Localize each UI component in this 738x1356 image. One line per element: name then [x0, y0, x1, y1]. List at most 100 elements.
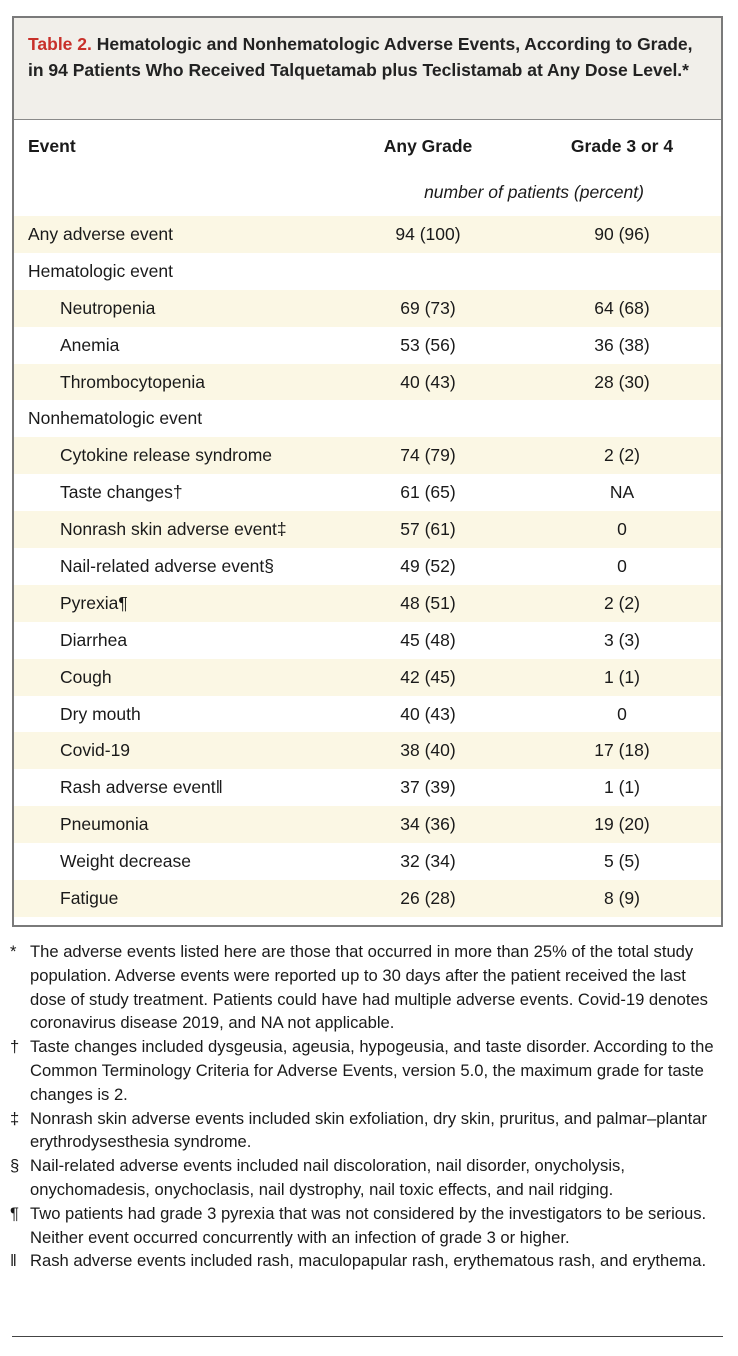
footnote-text: Rash adverse events included rash, macul… [30, 1251, 707, 1271]
cell-any-grade: 26 (28) [400, 888, 456, 909]
table-row: Nonrash skin adverse event‡ 57 (61) 0 [14, 511, 721, 549]
cell-event: Neutropenia [60, 297, 156, 318]
cell-event: Hematologic event [28, 260, 173, 281]
cell-event: Rash adverse event‖ [60, 777, 223, 798]
cell-grade-3-or-4: 1 (1) [604, 777, 640, 798]
cell-any-grade: 45 (48) [400, 629, 456, 650]
adverse-events-table: Table 2. Hematologic and Nonhematologic … [12, 16, 723, 927]
cell-any-grade: 32 (34) [400, 851, 456, 872]
cell-any-grade: 74 (79) [400, 445, 456, 466]
cell-event: Diarrhea [60, 629, 128, 650]
cell-grade-3-or-4: NA [609, 482, 635, 503]
footnote-symbol: ‖ [10, 1251, 17, 1271]
cell-grade-3-or-4: 0 [617, 519, 627, 540]
table-row: Pyrexia¶ 48 (51) 2 (2) [14, 584, 721, 622]
table-row: Nonhematologic event [14, 400, 721, 437]
cell-any-grade: 94 (100) [395, 224, 461, 244]
cell-any-grade: 34 (36) [400, 814, 456, 835]
cell-grade-3-or-4: 36 (38) [594, 334, 650, 355]
footnote-symbol: * [10, 942, 17, 961]
cell-any-grade: 61 (65) [400, 482, 456, 503]
cell-event: Nail-related adverse event§ [60, 556, 275, 577]
table-row: Dry mouth 40 (43) 0 [14, 696, 721, 733]
cell-grade-3-or-4: 1 (1) [604, 666, 640, 687]
cell-event: Pyrexia¶ [60, 592, 128, 613]
table-row: Covid-19 38 (40) 17 (18) [14, 732, 721, 770]
cell-event: Thrombocytopenia [60, 371, 205, 392]
cell-any-grade: 42 (45) [400, 666, 456, 687]
cell-any-grade: 38 (40) [400, 740, 456, 761]
table-title: Hematologic and Nonhematologic Adverse E… [28, 34, 693, 80]
cell-event: Dry mouth [60, 703, 141, 724]
footnote-symbol: † [10, 1037, 20, 1057]
table-row: Nail-related adverse event§ 49 (52) 0 [14, 548, 721, 585]
header-unit: number of patients (percent) [424, 182, 644, 202]
cell-grade-3-or-4: 90 (96) [594, 224, 650, 244]
footnote-symbol: ‡ [10, 1108, 20, 1128]
cell-event: Covid-19 [60, 740, 131, 761]
bottom-rule [12, 1336, 723, 1337]
cell-any-grade: 40 (43) [400, 371, 456, 392]
footnote-text: Taste changes included dysgeusia, ageusi… [30, 1037, 714, 1104]
footnote-symbol: § [10, 1156, 20, 1176]
header-event: Event [28, 136, 76, 156]
table-row: Cough 42 (45) 1 (1) [14, 658, 721, 696]
table-caption: Table 2. Hematologic and Nonhematologic … [14, 18, 721, 120]
table-row: Thrombocytopenia 40 (43) 28 (30) [14, 363, 721, 401]
footnote-text: Nonrash skin adverse events included ski… [30, 1108, 708, 1152]
cell-grade-3-or-4: 2 (2) [604, 592, 640, 613]
footnote-symbol: ¶ [10, 1203, 19, 1223]
table-row: Fatigue 26 (28) 8 (9) [14, 880, 721, 917]
cell-event: Cough [60, 666, 112, 687]
table-body: Any adverse event 94 (100) 90 (96) Hematolo… [14, 216, 721, 917]
cell-grade-3-or-4: 3 (3) [604, 629, 640, 650]
table-row: Pneumonia 34 (36) 19 (20) [14, 806, 721, 844]
table-row: Any adverse event 94 (100) 90 (96) [14, 216, 721, 253]
cell-event: Fatigue [60, 888, 119, 909]
footnote: * The adverse events listed here are thos… [10, 940, 725, 1035]
cell-event: Pneumonia [60, 814, 149, 835]
table-label: Table 2. [28, 34, 92, 54]
footnote: † Taste changes included dysgeusia, ageus… [10, 1035, 725, 1106]
cell-any-grade: 57 (61) [400, 519, 456, 540]
cell-grade-3-or-4: 0 [617, 703, 627, 724]
footnote: ‖ Rash adverse events included rash, macu… [10, 1249, 725, 1273]
cell-grade-3-or-4: 17 (18) [594, 740, 650, 761]
cell-event: Anemia [60, 334, 120, 355]
cell-any-grade: 53 (56) [400, 334, 456, 355]
table-row: Anemia 53 (56) 36 (38) [14, 327, 721, 364]
cell-event: Nonrash skin adverse event‡ [60, 519, 287, 540]
cell-any-grade: 37 (39) [400, 777, 456, 798]
footnote-text: Nail-related adverse events included nai… [30, 1156, 625, 1199]
cell-grade-3-or-4: 2 (2) [604, 445, 640, 466]
cell-event: Weight decrease [60, 851, 192, 872]
cell-grade-3-or-4: 8 (9) [604, 888, 640, 909]
table-row: Rash adverse event‖ 37 (39) 1 (1) [14, 769, 721, 806]
cell-event: Taste changes† [60, 482, 183, 503]
cell-any-grade: 49 (52) [400, 556, 456, 577]
table-row: Neutropenia 69 (73) 64 (68) [14, 289, 721, 327]
cell-any-grade: 69 (73) [400, 297, 456, 318]
cell-grade-3-or-4: 64 (68) [594, 297, 650, 318]
cell-event: Any adverse event [28, 224, 173, 244]
footnote-text: The adverse events listed here are those… [30, 942, 708, 1033]
table-header: Event Any Grade Grade 3 or 4 number of p… [14, 120, 721, 216]
table-row: Diarrhea 45 (48) 3 (3) [14, 622, 721, 659]
cell-event: Cytokine release syndrome [60, 445, 273, 466]
cell-grade-3-or-4: 28 (30) [594, 371, 650, 392]
footnotes: * The adverse events listed here are thos… [10, 940, 725, 1273]
table-row: Taste changes† 61 (65) NA [14, 474, 721, 511]
table-row: Weight decrease 32 (34) 5 (5) [14, 843, 721, 880]
header-any-grade: Any Grade [383, 136, 473, 156]
table-row: Hematologic event [14, 253, 721, 290]
cell-any-grade: 40 (43) [400, 703, 456, 724]
header-grade-3-or-4: Grade 3 or 4 [570, 136, 674, 156]
footnote: ¶ Two patients had grade 3 pyrexia that w… [10, 1202, 725, 1250]
cell-grade-3-or-4: 0 [617, 556, 627, 577]
footnote: § Nail-related adverse events included na… [10, 1154, 725, 1202]
table-row: Cytokine release syndrome 74 (79) 2 (2) [14, 437, 721, 475]
cell-grade-3-or-4: 19 (20) [594, 814, 650, 835]
cell-event: Nonhematologic event [28, 408, 203, 429]
cell-any-grade: 48 (51) [400, 592, 456, 613]
footnote-text: Two patients had grade 3 pyrexia that wa… [30, 1203, 707, 1247]
